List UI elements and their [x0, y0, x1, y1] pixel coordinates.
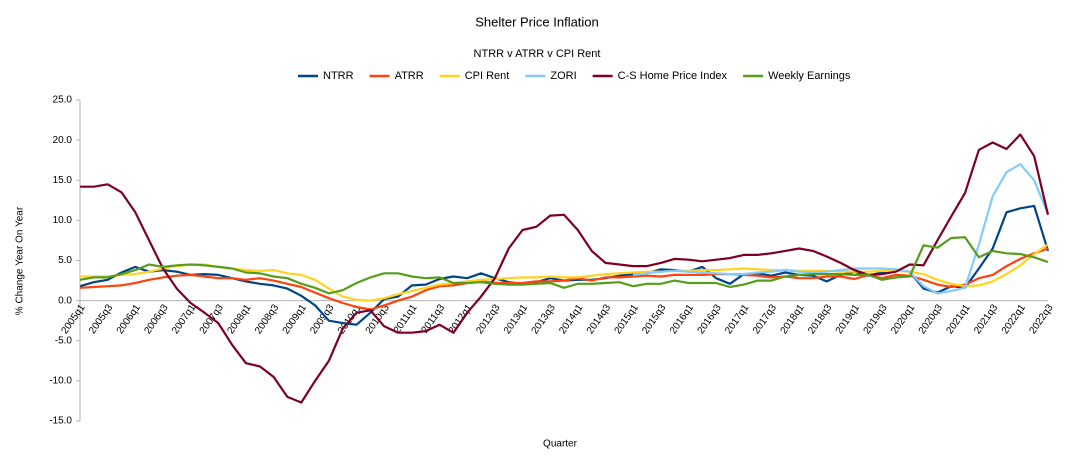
chart-title: Shelter Price Inflation: [475, 14, 599, 29]
y-tick-label: -15.0: [49, 416, 72, 427]
legend-label: NTRR: [323, 70, 354, 82]
series-line: [80, 133, 1050, 404]
y-tick-label: 20.0: [53, 135, 73, 146]
y-axis-label: % Change Year On Year: [15, 206, 26, 315]
legend-label: ZORI: [550, 70, 576, 82]
y-tick-label: 25.0: [53, 95, 73, 106]
x-axis-label: Quarter: [543, 439, 578, 450]
series-line: [79, 236, 1049, 295]
y-tick-label: -10.0: [49, 376, 72, 387]
chart-subtitle: NTRR v ATRR v CPI Rent: [474, 48, 601, 60]
y-tick-label: 15.0: [53, 175, 73, 186]
series-line: [79, 247, 1049, 311]
y-tick-label: 10.0: [53, 215, 73, 226]
legend-label: C-S Home Price Index: [618, 70, 728, 82]
legend-label: Weekly Earnings: [768, 70, 851, 82]
y-tick-label: 5.0: [58, 255, 72, 266]
legend-label: ATRR: [395, 70, 424, 82]
y-tick-label: 0.0: [58, 295, 72, 306]
series-line: [80, 243, 1049, 302]
y-tick-label: -5.0: [55, 335, 73, 346]
legend-label: CPI Rent: [465, 70, 510, 82]
series-line: [632, 163, 1050, 295]
